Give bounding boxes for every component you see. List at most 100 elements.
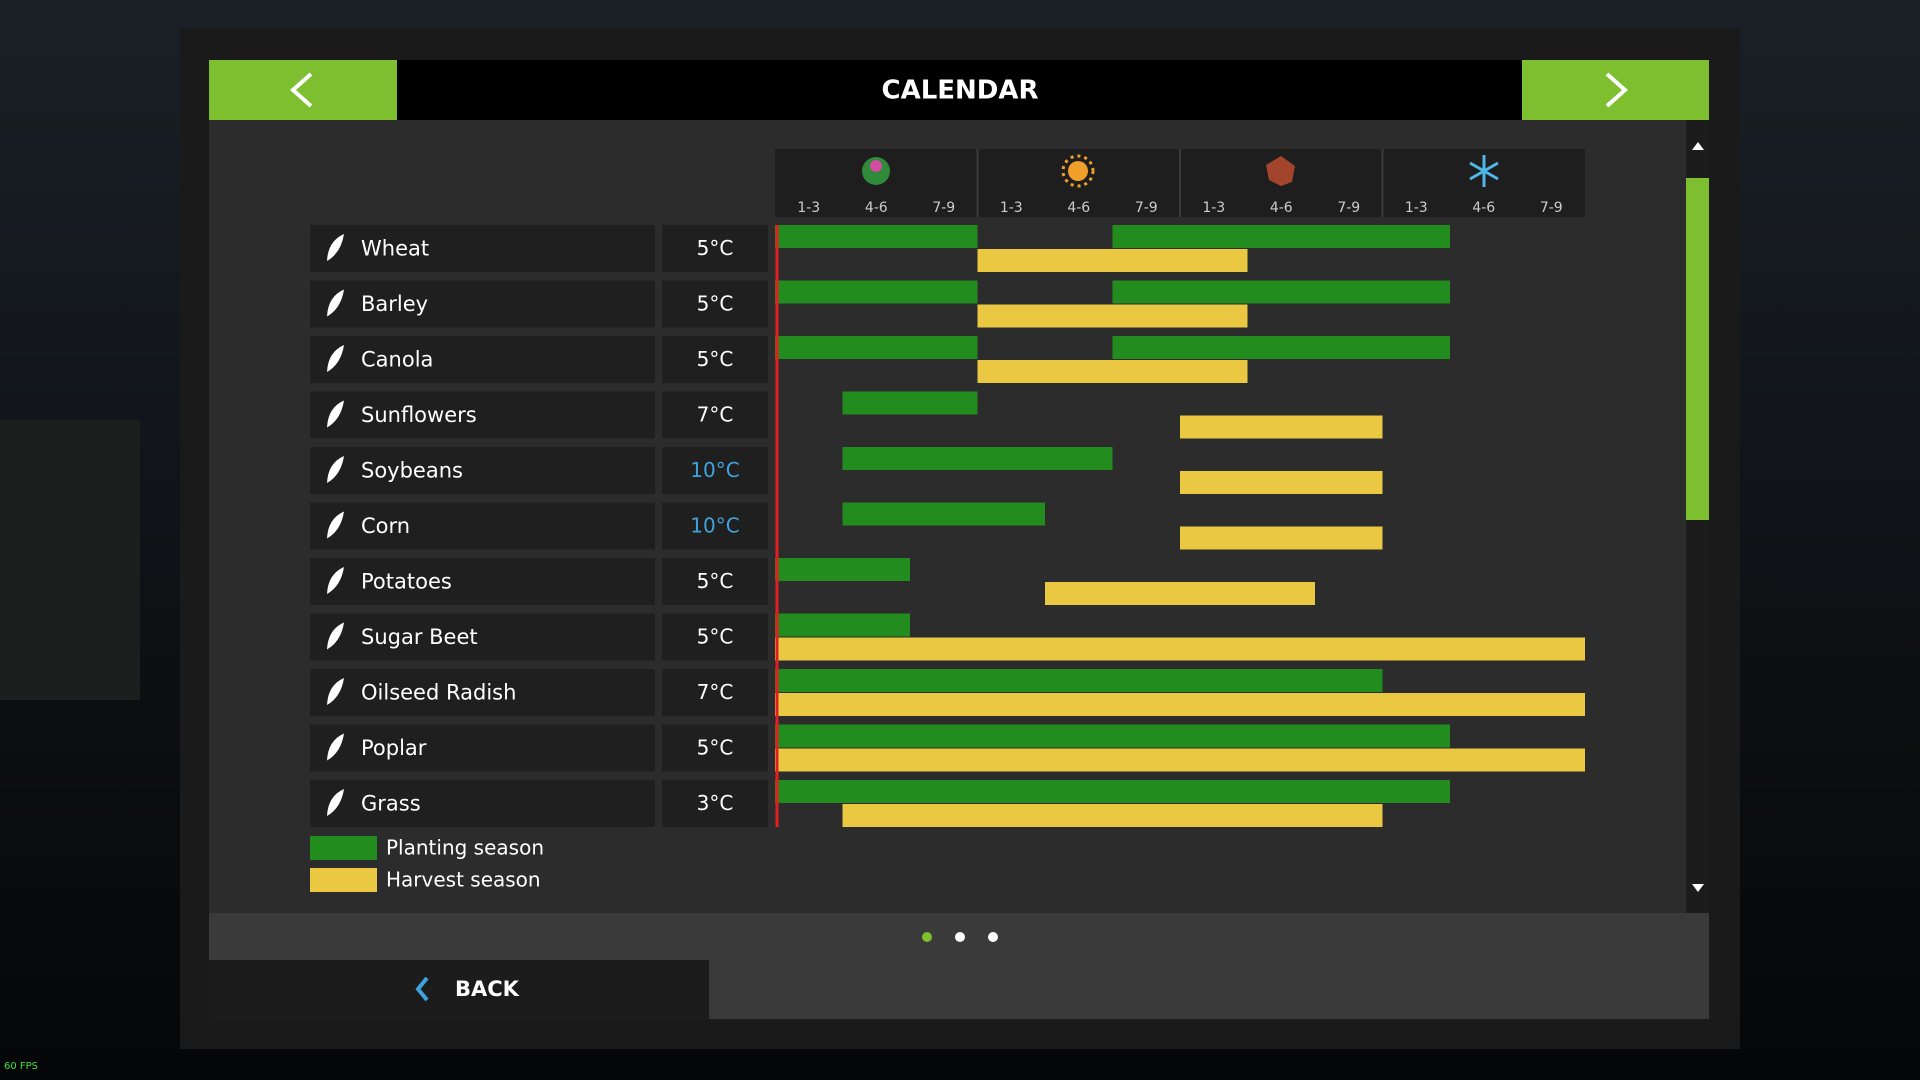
planting-bar	[775, 558, 910, 581]
planting-bar	[842, 502, 1045, 526]
period-label: 7-9	[1135, 200, 1158, 216]
crop-icon	[327, 622, 344, 650]
title: CALENDAR	[881, 76, 1038, 106]
scroll-down[interactable]	[1692, 884, 1704, 892]
temperature-cell	[662, 724, 768, 772]
scroll-thumb[interactable]	[1686, 178, 1709, 520]
crop-temperature: 5°C	[697, 569, 734, 593]
back-arrow	[415, 976, 429, 1002]
legend-label: Planting season	[386, 836, 544, 860]
legend-swatch	[310, 868, 377, 892]
planting-bar	[775, 225, 978, 248]
temperature-cell	[662, 669, 768, 716]
next-arrow	[1605, 72, 1629, 108]
crop-name: Sunflowers	[361, 403, 477, 427]
crop-cell	[310, 502, 655, 550]
back-button[interactable]	[209, 960, 709, 1019]
harvest-bar	[977, 304, 1248, 328]
crop-name: Sugar Beet	[361, 625, 478, 649]
planting-bar	[775, 336, 978, 359]
header-bar	[209, 60, 1709, 120]
period-label: 7-9	[1540, 200, 1563, 216]
crop-temperature: 5°C	[697, 347, 734, 371]
crop-cell	[310, 724, 655, 772]
crop-temperature: 5°C	[697, 736, 734, 760]
crop-temperature: 3°C	[697, 791, 734, 815]
planting-bar	[775, 280, 978, 304]
summer-rays	[1061, 154, 1095, 188]
spring-flower	[870, 160, 882, 172]
harvest-bar	[1180, 415, 1383, 439]
crop-icon	[327, 234, 344, 261]
harvest-bar	[977, 360, 1248, 383]
crop-cell	[310, 558, 655, 605]
season-icons	[862, 154, 1499, 188]
harvest-bar	[977, 249, 1248, 272]
temperature-cell	[662, 780, 768, 827]
planting-bar	[1112, 336, 1450, 359]
crop-icon	[327, 511, 344, 539]
crop-cell	[310, 280, 655, 328]
temperature-cell	[662, 280, 768, 328]
next-button[interactable]	[1522, 60, 1709, 120]
prev-arrow	[289, 72, 313, 108]
period-label: 1-3	[1000, 200, 1023, 216]
crop-name: Oilseed Radish	[361, 681, 516, 705]
planting-bar	[775, 613, 910, 637]
harvest-bar	[842, 804, 1383, 827]
crop-name: Barley	[361, 292, 428, 316]
crop-cell	[310, 391, 655, 439]
crop-name: Potatoes	[361, 570, 452, 594]
prev-button[interactable]	[209, 60, 397, 120]
crop-cell	[310, 669, 655, 716]
crop-name: Corn	[361, 514, 410, 538]
period-label: 4-6	[1472, 200, 1495, 216]
crop-cell	[310, 336, 655, 383]
crop-cell	[310, 447, 655, 494]
crop-icon	[327, 289, 344, 317]
period-label: 4-6	[865, 200, 888, 216]
temperature-cell	[662, 391, 768, 439]
crop-icon	[327, 567, 344, 594]
crop-icon	[327, 733, 344, 761]
harvest-bar	[775, 748, 1585, 772]
scroll-up[interactable]	[1692, 142, 1704, 150]
crop-name: Poplar	[361, 736, 427, 760]
period-label: 7-9	[932, 200, 955, 216]
planting-bar	[775, 669, 1383, 692]
page-dot-active[interactable]	[922, 932, 932, 942]
winter-icon	[1469, 155, 1499, 187]
crop-temperature: 5°C	[697, 292, 734, 316]
crop-temperature: 5°C	[697, 625, 734, 649]
period-label: 1-3	[797, 200, 820, 216]
harvest-bar	[1045, 582, 1315, 605]
period-label: 7-9	[1337, 200, 1360, 216]
planting-bar	[842, 391, 978, 415]
crop-icon	[327, 345, 344, 372]
autumn-icon	[1266, 156, 1295, 186]
period-label: 1-3	[1405, 200, 1428, 216]
temperature-cell	[662, 225, 768, 272]
crop-cell	[310, 225, 655, 272]
harvest-bar	[775, 693, 1585, 716]
planting-bar	[1112, 280, 1450, 304]
planting-bar	[1112, 225, 1450, 248]
back-label: BACK	[455, 977, 520, 1001]
crop-name: Soybeans	[361, 459, 463, 483]
crop-name: Canola	[361, 348, 433, 372]
crop-temperature: 10°C	[690, 458, 739, 482]
harvest-bar	[1180, 526, 1383, 550]
temperature-cell	[662, 447, 768, 494]
scene-building	[0, 420, 140, 700]
footer-bar	[709, 960, 1709, 1019]
harvest-bar	[775, 637, 1585, 661]
temperature-cell	[662, 336, 768, 383]
page-dot[interactable]	[955, 932, 965, 942]
page-dot[interactable]	[988, 932, 998, 942]
crop-temperature: 7°C	[697, 680, 734, 704]
crop-icon	[327, 678, 344, 705]
period-label: 4-6	[1067, 200, 1090, 216]
period-label: 4-6	[1270, 200, 1293, 216]
